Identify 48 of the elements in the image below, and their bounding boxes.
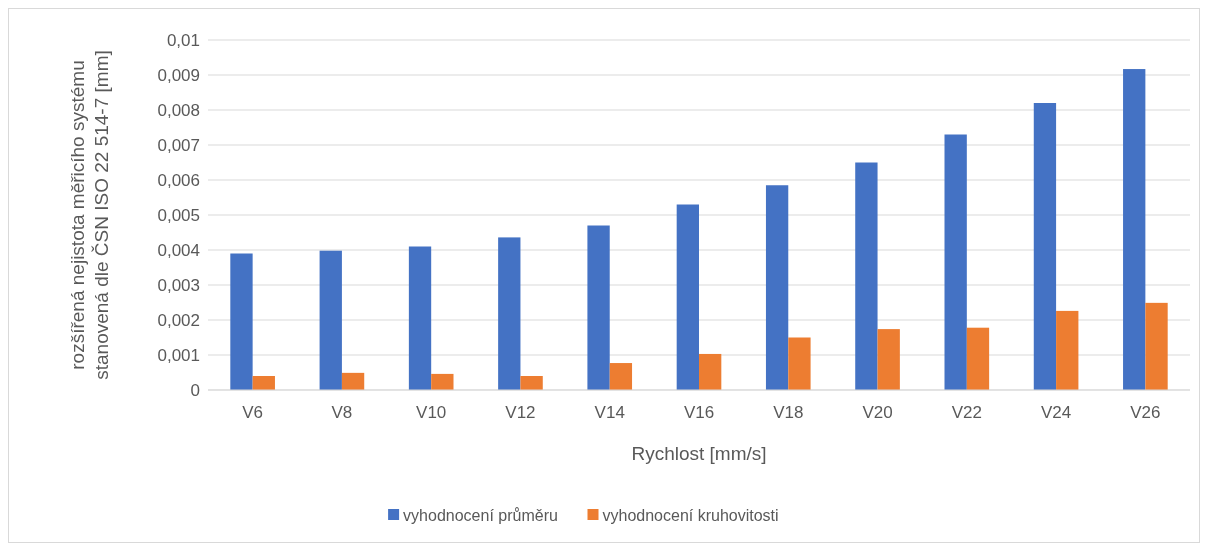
legend-label: vyhodnocení průměru bbox=[403, 506, 558, 524]
x-tick-label: V24 bbox=[1040, 403, 1072, 422]
y-tick-label: 0,002 bbox=[157, 310, 200, 330]
x-tick-label: V18 bbox=[773, 403, 804, 422]
bar bbox=[1145, 302, 1168, 390]
y-axis-title: rozšířená nejistota měřicího systému stanovená dle ČSN ISO 22 514-7 [mm] bbox=[67, 50, 112, 380]
bar bbox=[788, 337, 811, 390]
x-axis-title: Rychlost [mm/s] bbox=[631, 443, 767, 464]
x-tick-label: V22 bbox=[951, 403, 982, 422]
x-tick-label: V20 bbox=[862, 403, 893, 422]
bar bbox=[431, 373, 454, 390]
y-tick-label: 0 bbox=[190, 380, 200, 400]
bar bbox=[230, 253, 253, 390]
y-tick-label: 0,01 bbox=[166, 30, 200, 50]
x-tick-label: V8 bbox=[331, 403, 353, 422]
bar bbox=[1033, 103, 1057, 390]
bar bbox=[855, 162, 878, 390]
y-tick-label: 0,009 bbox=[157, 65, 200, 85]
bar bbox=[252, 376, 275, 390]
bar bbox=[609, 363, 633, 390]
bar bbox=[408, 246, 432, 390]
legend-label: vyhodnocení kruhovitosti bbox=[602, 506, 779, 524]
x-tick-label: V6 bbox=[242, 403, 264, 422]
x-tick-label: V16 bbox=[683, 403, 715, 422]
bar bbox=[1056, 310, 1079, 390]
bar bbox=[587, 225, 610, 390]
bar bbox=[699, 353, 722, 390]
x-tick-label: V12 bbox=[505, 403, 536, 422]
bar bbox=[341, 372, 365, 390]
x-tick-label: V26 bbox=[1130, 403, 1161, 422]
bar bbox=[877, 329, 900, 390]
y-tick-label: 0,005 bbox=[157, 205, 200, 225]
bar bbox=[944, 134, 967, 390]
y-tick-label: 0,001 bbox=[157, 345, 200, 365]
y-tick-label: 0,003 bbox=[157, 275, 200, 295]
y-tick-label: 0,004 bbox=[157, 240, 200, 260]
bar bbox=[676, 204, 699, 390]
x-tick-label: V10 bbox=[416, 403, 447, 422]
y-tick-label: 0,007 bbox=[157, 135, 200, 155]
y-tick-label: 0,008 bbox=[157, 100, 200, 120]
x-tick-label: V14 bbox=[594, 403, 625, 422]
bar bbox=[319, 250, 342, 390]
bar bbox=[765, 185, 789, 390]
bar bbox=[498, 237, 521, 390]
bar bbox=[520, 376, 543, 390]
bar bbox=[1123, 69, 1146, 390]
y-tick-label: 0,006 bbox=[157, 170, 200, 190]
bar bbox=[966, 327, 990, 390]
